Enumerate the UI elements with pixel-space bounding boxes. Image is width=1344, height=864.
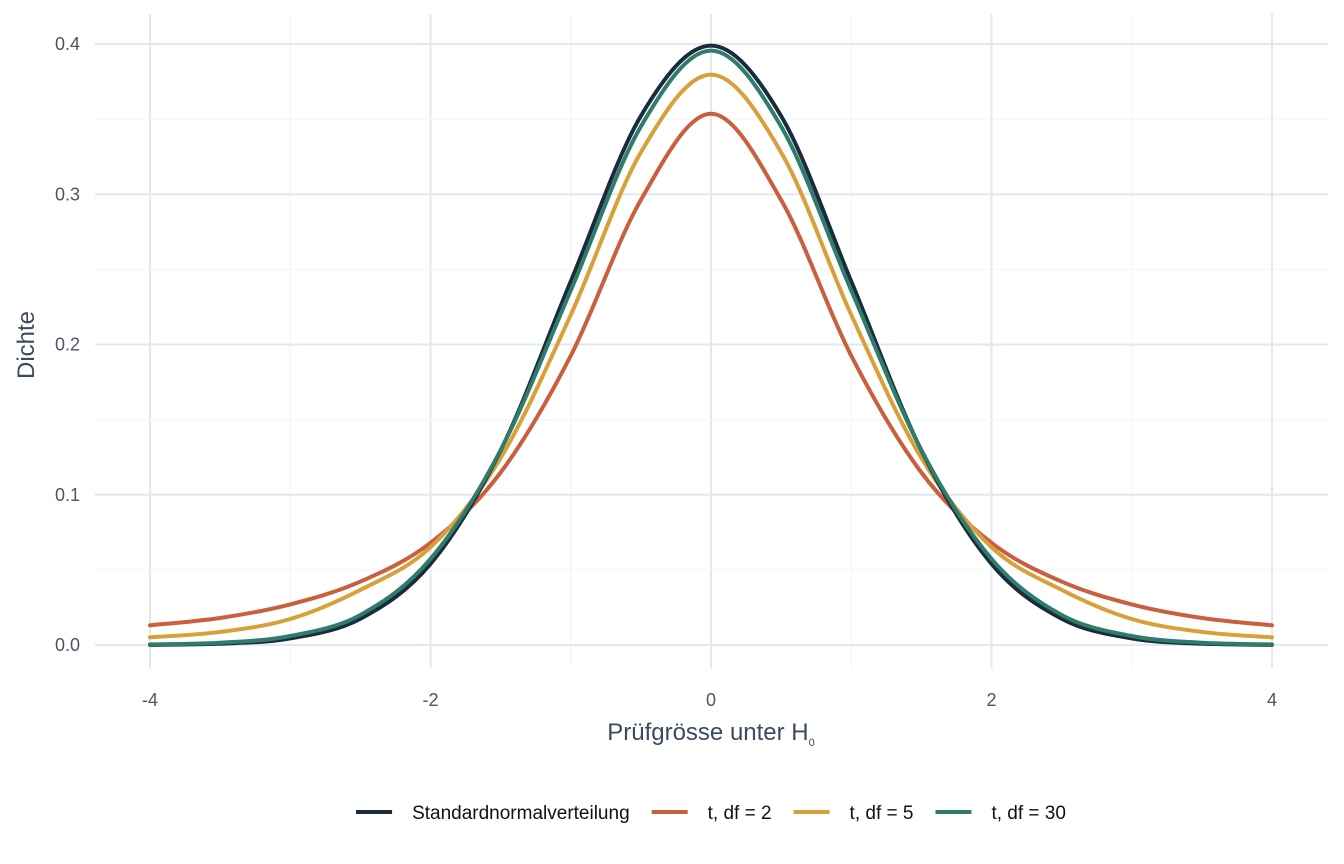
y-tick-label: 0.2 [55,335,80,355]
x-axis-title-main: Prüfgrösse unter H [607,719,808,746]
x-tick-labels: -4 -2 0 2 4 [142,690,1277,710]
legend-label: Standardnormalverteilung [412,803,630,824]
series-lines [148,43,1274,647]
x-tick-label: -2 [422,690,438,710]
series-line [148,72,1274,640]
series-line [148,48,1274,647]
series-line [148,43,1274,647]
legend-label: t, df = 5 [850,803,914,824]
x-tick-label: 2 [986,690,996,710]
series-line [148,111,1274,628]
legend-label: t, df = 2 [708,803,772,824]
x-tick-label: -4 [142,690,158,710]
y-axis-title: Dichte [13,311,40,379]
legend: Standardnormalverteilung t, df = 2 t, df =… [356,803,1066,824]
y-tick-label: 0.3 [55,184,80,204]
x-axis-title-subscript: 0 [809,737,815,749]
x-axis-title: Prüfgrösse unter H0 [607,719,815,749]
x-tick-label: 4 [1267,690,1277,710]
x-tick-label: 0 [706,690,716,710]
y-tick-label: 0.4 [55,34,80,54]
legend-label: t, df = 30 [991,803,1065,824]
y-tick-labels: 0.0 0.1 0.2 0.3 0.4 [55,34,80,655]
y-tick-label: 0.1 [55,485,80,505]
y-tick-label: 0.0 [55,635,80,655]
